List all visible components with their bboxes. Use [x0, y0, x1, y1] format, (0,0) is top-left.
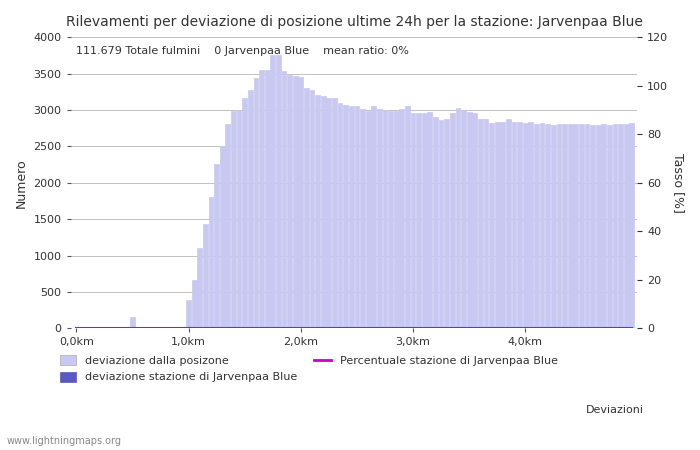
Text: www.lightningmaps.org: www.lightningmaps.org	[7, 436, 122, 446]
Text: Deviazioni: Deviazioni	[586, 405, 644, 415]
Bar	[383, 110, 387, 328]
Bar	[534, 124, 539, 328]
Bar	[411, 113, 415, 328]
Bar	[293, 76, 297, 328]
Bar	[629, 123, 634, 328]
Bar	[197, 248, 202, 328]
Bar	[506, 119, 511, 328]
Bar	[349, 106, 354, 328]
Bar	[209, 197, 214, 328]
Bar	[214, 164, 219, 328]
Bar	[304, 88, 309, 328]
Bar	[253, 78, 258, 328]
Bar	[309, 90, 314, 328]
Bar	[332, 98, 337, 328]
Bar	[473, 113, 477, 328]
Bar	[573, 124, 578, 328]
Bar	[276, 54, 281, 328]
Bar	[365, 111, 370, 328]
Bar	[242, 98, 247, 328]
Bar	[220, 146, 225, 328]
Bar	[394, 111, 398, 328]
Bar	[467, 112, 472, 328]
Bar	[612, 125, 617, 328]
Bar	[523, 123, 528, 328]
Bar	[439, 120, 444, 328]
Bar	[512, 122, 517, 328]
Bar	[298, 77, 303, 328]
Bar	[545, 125, 550, 328]
Bar	[540, 123, 545, 328]
Bar	[528, 122, 533, 328]
Bar	[444, 119, 449, 328]
Bar	[551, 125, 556, 328]
Bar	[281, 71, 286, 328]
Bar	[343, 105, 348, 328]
Bar	[601, 125, 606, 328]
Bar	[624, 125, 629, 328]
Bar	[478, 119, 483, 328]
Bar	[192, 279, 197, 328]
Bar	[450, 113, 455, 328]
Bar	[372, 106, 376, 328]
Text: 111.679 Totale fulmini    0 Jarvenpaa Blue    mean ratio: 0%: 111.679 Totale fulmini 0 Jarvenpaa Blue …	[76, 46, 410, 56]
Bar	[596, 125, 601, 328]
Bar	[400, 109, 404, 328]
Bar	[556, 125, 561, 328]
Bar	[579, 125, 584, 328]
Bar	[360, 109, 365, 328]
Bar	[495, 122, 500, 328]
Bar	[287, 75, 292, 328]
Bar	[489, 123, 494, 328]
Y-axis label: Numero: Numero	[15, 158, 28, 207]
Y-axis label: Tasso [%]: Tasso [%]	[672, 153, 685, 213]
Bar	[231, 111, 236, 328]
Bar	[354, 106, 359, 328]
Bar	[568, 125, 573, 328]
Bar	[203, 224, 208, 328]
Bar	[326, 98, 331, 328]
Bar	[456, 108, 461, 328]
Bar	[130, 317, 135, 328]
Title: Rilevamenti per deviazione di posizione ultime 24h per la stazione: Jarvenpaa Bl: Rilevamenti per deviazione di posizione …	[66, 15, 643, 29]
Bar	[270, 54, 275, 328]
Bar	[315, 95, 320, 328]
Bar	[428, 112, 432, 328]
Bar	[377, 109, 382, 328]
Bar	[584, 125, 589, 328]
Bar	[484, 119, 489, 328]
Bar	[422, 113, 426, 328]
Bar	[590, 125, 595, 328]
Legend: deviazione dalla posizone, deviazione stazione di Jarvenpaa Blue, Percentuale st: deviazione dalla posizone, deviazione st…	[55, 351, 562, 387]
Bar	[517, 122, 522, 328]
Bar	[618, 125, 623, 328]
Bar	[461, 110, 466, 328]
Bar	[500, 122, 505, 328]
Bar	[562, 124, 567, 328]
Bar	[237, 110, 242, 328]
Bar	[433, 117, 438, 328]
Bar	[337, 103, 342, 328]
Bar	[186, 300, 191, 328]
Bar	[265, 70, 270, 328]
Bar	[248, 90, 253, 328]
Bar	[389, 111, 393, 328]
Bar	[607, 125, 612, 328]
Bar	[259, 70, 264, 328]
Bar	[225, 124, 230, 328]
Bar	[321, 96, 326, 328]
Bar	[416, 113, 421, 328]
Bar	[405, 106, 409, 328]
